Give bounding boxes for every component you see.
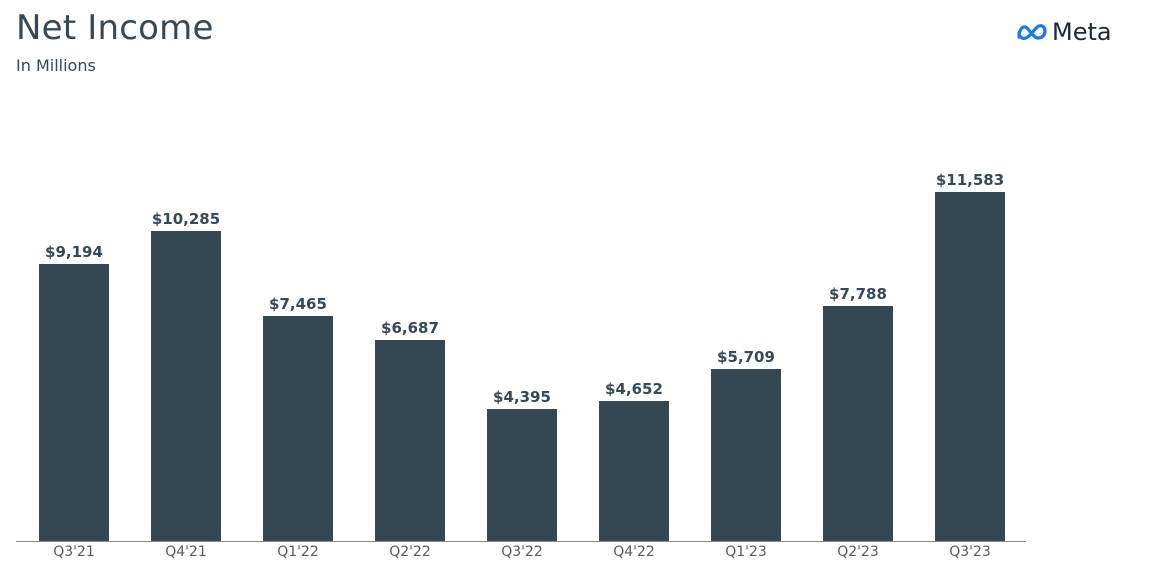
bar-value-label: $7,465 xyxy=(269,295,327,313)
x-axis-tick-label: Q1'22 xyxy=(277,544,319,560)
x-axis-tick-label: Q4'21 xyxy=(165,544,207,560)
bar xyxy=(375,340,445,541)
bar xyxy=(935,192,1005,541)
bar xyxy=(711,369,781,541)
meta-infinity-icon xyxy=(1017,24,1047,40)
x-axis-tick-label: Q3'21 xyxy=(53,544,95,560)
x-axis-tick-label: Q2'23 xyxy=(837,544,879,560)
bar-value-label: $4,395 xyxy=(493,388,551,406)
bar xyxy=(599,401,669,541)
chart-subtitle: In Millions xyxy=(16,56,96,75)
chart-title: Net Income xyxy=(16,8,214,48)
bar-value-label: $11,583 xyxy=(935,171,1005,189)
x-axis-line xyxy=(16,541,1026,542)
bar-value-label: $5,709 xyxy=(717,348,775,366)
bar-value-label: $6,687 xyxy=(381,319,439,337)
bar xyxy=(263,316,333,541)
x-axis-tick-label: Q4'22 xyxy=(613,544,655,560)
bar-value-label: $10,285 xyxy=(151,210,221,228)
bar xyxy=(39,264,109,541)
bar xyxy=(151,231,221,541)
bar-value-label: $4,652 xyxy=(605,380,663,398)
bar xyxy=(823,306,893,541)
bar xyxy=(487,409,557,541)
meta-logo-text: Meta xyxy=(1052,18,1112,46)
x-axis-tick-label: Q3'23 xyxy=(949,544,991,560)
bar-value-label: $7,788 xyxy=(829,285,887,303)
bar-value-label: $9,194 xyxy=(45,243,103,261)
x-axis-tick-label: Q1'23 xyxy=(725,544,767,560)
x-axis-tick-label: Q2'22 xyxy=(389,544,431,560)
x-axis-tick-label: Q3'22 xyxy=(501,544,543,560)
meta-logo: Meta xyxy=(1015,18,1112,46)
